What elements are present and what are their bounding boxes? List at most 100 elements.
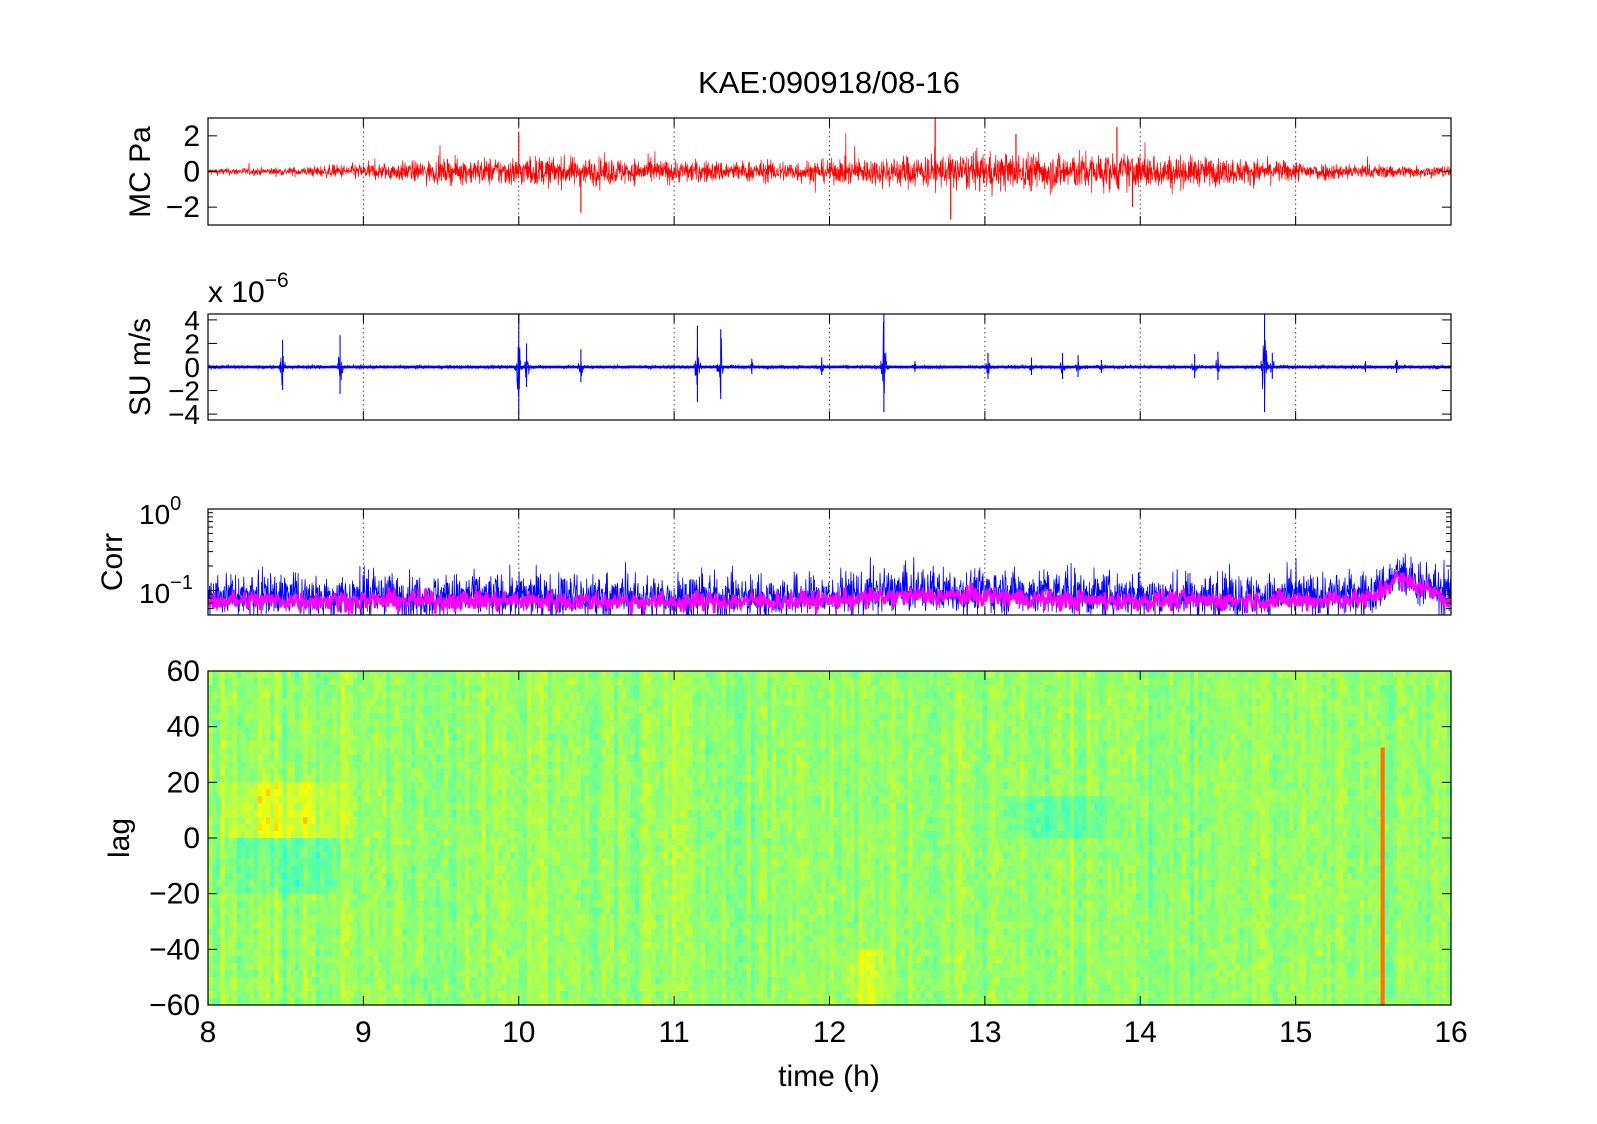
heatmap-cell — [825, 719, 831, 728]
heatmap-cell — [821, 740, 826, 749]
heatmap-cell — [667, 719, 673, 728]
heatmap-cell — [1073, 671, 1079, 679]
heatmap-cell — [1053, 684, 1058, 693]
heatmap-cell — [1347, 719, 1353, 728]
heatmap-cell — [949, 768, 955, 776]
heatmap-cell — [684, 677, 690, 686]
heatmap-cell — [1422, 684, 1427, 693]
heatmap-cell — [841, 677, 847, 686]
heatmap-cell — [701, 698, 706, 707]
heatmap-cell — [485, 705, 491, 714]
heatmap-cell — [382, 671, 387, 679]
heatmap-cell — [1256, 754, 1261, 763]
heatmap-cell — [1090, 705, 1096, 714]
heatmap-cell — [1036, 677, 1042, 686]
heatmap-cell — [746, 719, 752, 728]
heatmap-cell — [1115, 740, 1121, 749]
heatmap-cell — [1020, 740, 1025, 749]
heatmap-cell — [543, 698, 549, 707]
heatmap-cell — [962, 691, 967, 700]
heatmap-cell — [1355, 698, 1361, 707]
heatmap-cell — [763, 733, 768, 742]
heatmap-cell — [365, 768, 371, 776]
heatmap-cell — [357, 691, 362, 700]
heatmap-cell — [970, 671, 976, 679]
heatmap-cell — [891, 747, 897, 756]
heatmap-cell — [1123, 684, 1129, 693]
heatmap-cell — [382, 747, 387, 756]
heatmap-cell — [957, 775, 963, 783]
heatmap-cell — [605, 775, 611, 783]
heatmap-cell — [1065, 775, 1071, 783]
heatmap-cell — [324, 719, 329, 728]
heatmap-cell — [1223, 671, 1228, 679]
heatmap-cell — [1214, 726, 1220, 735]
heatmap-cell — [808, 671, 814, 679]
heatmap-cell — [1098, 761, 1104, 770]
heatmap-cell — [1194, 671, 1199, 679]
heatmap-cell — [1281, 761, 1286, 770]
heatmap-cell — [883, 719, 889, 728]
heatmap-cell — [1289, 754, 1295, 763]
heatmap-cell — [1401, 747, 1407, 756]
heatmap-cell — [701, 747, 706, 756]
heatmap-cell — [319, 691, 325, 700]
heatmap-cell — [431, 705, 437, 714]
heatmap-cell — [1252, 698, 1257, 707]
heatmap-cell — [854, 698, 860, 707]
heatmap-cell — [1289, 677, 1295, 686]
heatmap-cell — [220, 671, 226, 679]
heatmap-cell — [419, 733, 425, 742]
heatmap-cell — [1322, 747, 1328, 756]
heatmap-cell — [622, 705, 628, 714]
heatmap-cell — [514, 775, 520, 783]
heatmap-cell — [568, 775, 574, 783]
heatmap-cell — [912, 761, 918, 770]
heatmap-cell — [245, 726, 251, 735]
heatmap-cell — [522, 726, 528, 735]
heatmap-cell — [672, 740, 677, 749]
heatmap-cell — [750, 719, 756, 728]
heatmap-cell — [435, 775, 441, 783]
heatmap-cell — [862, 712, 868, 721]
heatmap-cell — [1426, 671, 1431, 679]
heatmap-cell — [589, 698, 594, 707]
heatmap-cell — [299, 747, 304, 756]
heatmap-cell — [282, 684, 288, 693]
heatmap-cell — [402, 740, 408, 749]
heatmap-cell — [1214, 719, 1220, 728]
heatmap-cell — [705, 698, 710, 707]
heatmap-cell — [1363, 761, 1369, 770]
heatmap-cell — [340, 719, 346, 728]
heatmap-cell — [241, 677, 246, 686]
heatmap-cell — [821, 747, 826, 756]
heatmap-cell — [1057, 754, 1063, 763]
heatmap-cell — [638, 719, 644, 728]
heatmap-cell — [498, 712, 503, 721]
heatmap-cell — [771, 768, 777, 776]
heatmap-cell — [286, 747, 292, 756]
heatmap-cell — [286, 677, 292, 686]
heatmap-cell — [402, 684, 408, 693]
heatmap-cell — [1351, 691, 1357, 700]
heatmap-cell — [995, 719, 1000, 728]
heatmap-cell — [1156, 740, 1162, 749]
heatmap-cell — [456, 747, 462, 756]
heatmap-cell — [502, 761, 507, 770]
heatmap-cell — [261, 712, 267, 721]
heatmap-cell — [1223, 719, 1228, 728]
heatmap-cell — [1272, 719, 1278, 728]
heatmap-cell — [1276, 705, 1282, 714]
heatmap-cell — [895, 754, 901, 763]
heatmap-cell — [833, 671, 839, 679]
heatmap-cell — [1446, 747, 1452, 756]
heatmap-cell — [759, 698, 764, 707]
heatmap-cell — [1405, 691, 1411, 700]
heatmap-cell — [908, 691, 913, 700]
heatmap-cell — [1417, 698, 1423, 707]
heatmap-cell — [850, 761, 855, 770]
heatmap-cell — [332, 712, 338, 721]
heatmap-cell — [1322, 677, 1328, 686]
heatmap-cell — [295, 733, 300, 742]
heatmap-cell — [680, 740, 686, 749]
